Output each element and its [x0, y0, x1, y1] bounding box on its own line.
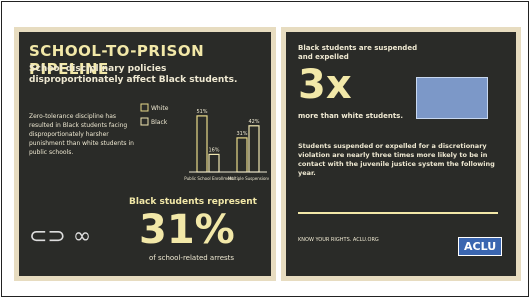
bar-chart: White 51% 31% Black 16% 42% Public School Enro…	[139, 94, 269, 194]
value-label: 16%	[208, 147, 219, 153]
category-label: Public School Enrollment	[184, 176, 234, 181]
stat: 31%	[139, 207, 235, 253]
footer: KNOW YOUR RIGHTS. ACLU.ORG	[298, 237, 379, 243]
body-text: Zero-tolerance discipline has resulted i…	[29, 112, 139, 157]
intro: Black students are suspended and expelle…	[298, 44, 418, 62]
bar	[209, 154, 219, 172]
bar	[237, 138, 247, 172]
stat-caption: of school-related arrests	[149, 254, 234, 262]
stat-caption: more than white students.	[298, 112, 403, 120]
page: SCHOOL-TO-PRISON PIPELINE School discipl…	[0, 0, 530, 298]
legend-label: Black	[151, 119, 168, 126]
stat-intro: Black students represent	[129, 197, 257, 207]
subtitle: School disciplinary policies disproporti…	[29, 64, 259, 86]
category-label: Multiple Suspensions	[228, 176, 269, 181]
bar	[197, 116, 207, 172]
legend-swatch	[141, 104, 148, 111]
value-label: 51%	[196, 109, 207, 115]
legend-swatch	[141, 118, 148, 125]
left-panel: SCHOOL-TO-PRISON PIPELINE School discipl…	[14, 27, 276, 281]
legend-label: White	[151, 105, 169, 112]
logo: ACLU	[458, 237, 502, 256]
right-panel: Black students are suspended and expelle…	[281, 27, 521, 281]
bar	[249, 126, 259, 172]
fence-graphic	[416, 77, 488, 119]
handcuffs: ⊂⊃ ∞	[29, 224, 91, 249]
value-label: 31%	[236, 131, 247, 137]
value-label: 42%	[248, 119, 259, 125]
stat: 3x	[298, 62, 352, 108]
body-text: Students suspended or expelled for a dis…	[298, 142, 513, 178]
pipeline-graphic	[298, 182, 498, 214]
